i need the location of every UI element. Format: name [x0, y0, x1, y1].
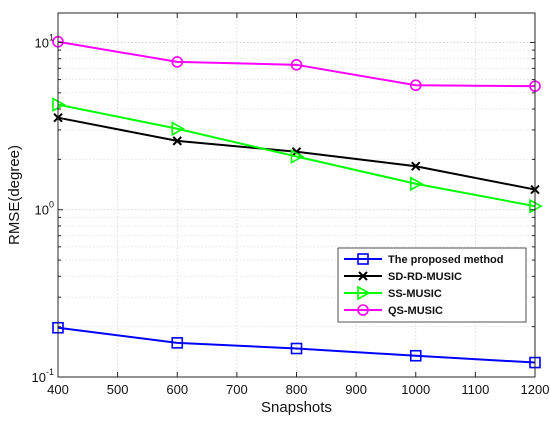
series-line [57, 326, 536, 364]
x-tick-label: 600 [166, 382, 188, 397]
series-line [57, 103, 536, 208]
data-point [409, 176, 424, 192]
data-point [172, 136, 182, 146]
series-layer [52, 35, 543, 369]
x-axis-title: Snapshots [261, 399, 332, 416]
legend-label: SS-MUSIC [388, 288, 442, 300]
series-3 [52, 97, 543, 214]
x-tick-label: 800 [286, 382, 308, 397]
y-tick-exponent: 1 [49, 32, 54, 42]
x-tick-label: 900 [345, 382, 367, 397]
legend: The proposed method SD-RD-MUSIC SS-MUSIC QS… [337, 247, 527, 323]
data-point [290, 59, 303, 71]
legend-entry: The proposed method [344, 253, 504, 266]
data-point [409, 349, 422, 362]
y-tick-base: 10 [35, 203, 49, 218]
legend-marker [357, 304, 369, 316]
x-tick-label: 400 [47, 382, 69, 397]
data-point [171, 337, 184, 349]
legend-entry: SD-RD-MUSIC [344, 271, 462, 283]
series-line [57, 40, 536, 88]
legend-marker [357, 253, 369, 265]
data-point [171, 56, 184, 68]
data-point [411, 161, 421, 171]
legend-entry: SS-MUSIC [344, 285, 442, 301]
data-point [290, 149, 305, 164]
x-tick-label: 1100 [461, 382, 489, 397]
data-point [290, 342, 303, 355]
legend-marker [358, 271, 368, 281]
legend-label: QS-MUSIC [388, 305, 443, 317]
y-tick-base: 10 [32, 370, 46, 385]
data-point [171, 121, 185, 137]
y-tick-base: 10 [35, 35, 49, 50]
legend-entry: QS-MUSIC [344, 304, 443, 317]
y-tick-label: 100 [35, 200, 54, 218]
legend-entries: The proposed method SD-RD-MUSIC SS-MUSIC QS… [344, 253, 504, 317]
y-tick-exponent: -1 [46, 367, 54, 377]
y-tick-label: 101 [35, 32, 54, 50]
legend-label: SD-RD-MUSIC [388, 271, 462, 283]
y-tick-label: 10-1 [32, 367, 54, 385]
y-axis-title: RMSE(degree) [6, 145, 23, 245]
x-tick-label: 700 [226, 382, 248, 397]
x-tick-label: 500 [107, 382, 129, 397]
x-tick-label: 1000 [401, 382, 430, 397]
legend-label: The proposed method [388, 254, 504, 266]
axis-ticks [57, 13, 536, 378]
y-tick-exponent: 0 [49, 200, 54, 210]
legend-marker [357, 285, 371, 301]
data-point [409, 79, 422, 92]
x-tick-label: 1200 [521, 382, 550, 397]
